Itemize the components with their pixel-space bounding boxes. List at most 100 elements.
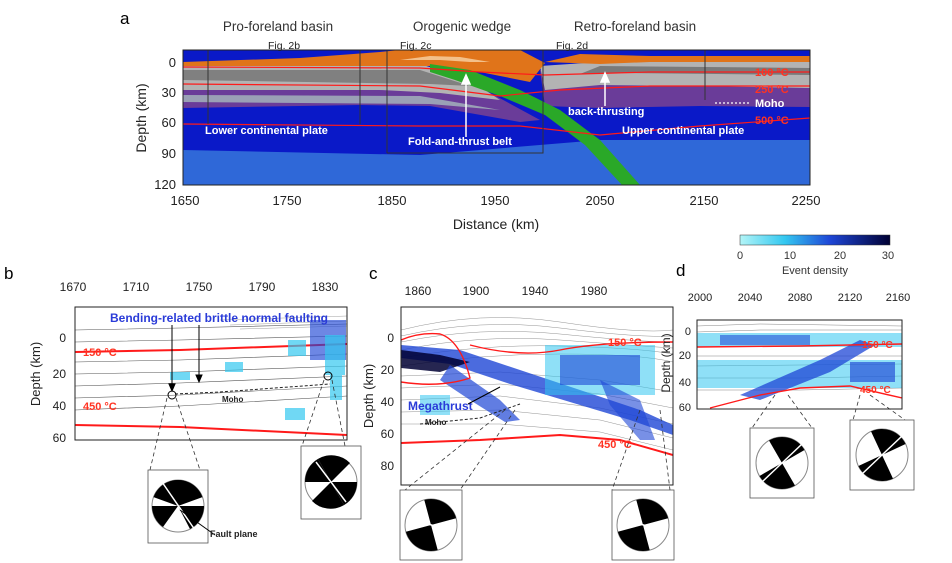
temp-150-d: 150 °C — [862, 340, 893, 351]
deep-mantle — [183, 140, 810, 185]
panel-d-letter: d — [676, 261, 685, 280]
x-tick: 1860 — [405, 284, 432, 298]
wedge-detail — [400, 56, 490, 62]
isotherms-a — [183, 66, 810, 136]
isotherm-450-b — [75, 424, 347, 436]
beachball-d1 — [749, 427, 815, 499]
back-thrust-label: back-thrusting — [568, 106, 644, 118]
x-ticks-a: 1650 1750 1850 1950 2050 2150 2250 — [171, 193, 821, 208]
title-b: Bending-related brittle normal faulting — [110, 311, 328, 325]
beachball-d2 — [849, 419, 915, 491]
zoom-lines-b — [149, 379, 346, 471]
ylabel-a: Depth (km) — [133, 83, 149, 152]
moho-line-c — [419, 403, 521, 425]
colorbar-gradient — [739, 234, 891, 246]
y-tick: 0 — [387, 331, 394, 345]
colorbar-tick: 0 — [737, 250, 743, 262]
x-tick: 1710 — [123, 280, 150, 294]
colorbar-title: Event density — [782, 265, 849, 277]
slab — [430, 64, 640, 185]
heading-pro-foreland: Pro-foreland basin — [223, 19, 333, 34]
y-tick: 0 — [685, 326, 691, 338]
x-ticks-c: 1860 1900 1940 1980 — [405, 284, 608, 298]
fig-boxes — [207, 50, 706, 154]
crust-band-2 — [183, 95, 500, 110]
ylabel-d: Depth (km) — [659, 333, 673, 392]
events-b — [167, 320, 346, 420]
panel-b-letter: b — [4, 264, 13, 283]
y-tick: 80 — [381, 459, 395, 473]
zoom-lines-d — [751, 394, 906, 429]
fold-thrust-label: Fold-and-thrust belt — [408, 136, 512, 148]
temp-450-d: 450 °C — [860, 385, 891, 396]
moho-line-b — [174, 383, 331, 395]
crust-band — [183, 70, 470, 86]
x-tick: 2160 — [886, 292, 910, 304]
retro-basin-sediment — [545, 54, 810, 64]
isotherm-450-d — [709, 385, 902, 409]
y-tick: 0 — [59, 331, 66, 345]
y-tick: 40 — [679, 377, 691, 389]
temp-100: 100 °C — [755, 67, 789, 79]
beachball-b2 — [300, 445, 362, 520]
zoom-lines-c — [404, 409, 671, 491]
arrows-a — [460, 71, 611, 137]
panel-a-letter: a — [120, 9, 130, 28]
events-d — [697, 333, 902, 400]
x-tick: 1790 — [249, 280, 276, 294]
y-tick: 40 — [381, 395, 395, 409]
section-c — [401, 307, 673, 485]
arrows-b — [168, 325, 203, 393]
y-ticks-a: 0 30 60 90 120 — [154, 55, 176, 192]
moho-label-b: Moho — [222, 395, 243, 404]
panel-a: a Pro-foreland basin Orogenic wedge Retr… — [120, 9, 820, 232]
frame-c — [400, 306, 674, 486]
temp-250: 250 °C — [755, 84, 789, 96]
panel-b: b 1670 1710 1750 1790 1830 — [4, 264, 362, 544]
x-ticks-b: 1670 1710 1750 1790 1830 — [60, 280, 339, 294]
y-tick: 0 — [169, 55, 176, 70]
temp-450-c: 450 °C — [598, 439, 632, 451]
x-tick: 1900 — [463, 284, 490, 298]
x-tick: 2000 — [688, 292, 712, 304]
temp-500: 500 °C — [755, 115, 789, 127]
megathrust-pointer — [467, 386, 501, 405]
colorbar: 0 10 20 30 Event density — [737, 234, 894, 277]
x-tick: 1950 — [481, 193, 510, 208]
y-tick: 20 — [53, 367, 67, 381]
isotherm-150-d — [697, 343, 902, 348]
y-tick: 20 — [381, 363, 395, 377]
x-tick: 1650 — [171, 193, 200, 208]
x-ticks-d: 2000 2040 2080 2120 2160 — [688, 292, 910, 304]
x-tick: 2050 — [586, 193, 615, 208]
x-tick: 2040 — [738, 292, 762, 304]
panel-d: d 2000 2040 2080 2120 2160 — [659, 261, 915, 499]
panel-c-letter: c — [369, 264, 378, 283]
x-tick: 2080 — [788, 292, 812, 304]
fig-ref-2b: Fig. 2b — [268, 40, 300, 52]
y-tick: 30 — [162, 85, 176, 100]
moho-label-c: Moho — [425, 418, 446, 427]
y-tick: 60 — [162, 115, 176, 130]
isotherm-150-c — [469, 341, 673, 354]
y-tick: 120 — [154, 177, 176, 192]
beachball-b1 — [147, 469, 216, 544]
xlabel-a: Distance (km) — [453, 216, 539, 232]
section-d — [697, 320, 902, 409]
panel-c: c 1860 1900 1940 1980 — [361, 264, 675, 561]
heading-retro-foreland: Retro-foreland basin — [574, 19, 696, 34]
colorbar-tick: 10 — [784, 250, 796, 262]
x-tick: 1750 — [186, 280, 213, 294]
beachball-c1 — [399, 489, 463, 561]
x-tick: 2150 — [690, 193, 719, 208]
y-ticks-d: 0 20 40 60 — [679, 326, 691, 414]
y-ticks-b: 0 20 40 60 — [53, 331, 67, 445]
y-tick: 60 — [381, 427, 395, 441]
contours-b — [75, 323, 347, 411]
lower-plate-label: Lower continental plate — [205, 125, 328, 137]
ylabel-c: Depth (km) — [361, 364, 376, 428]
isotherm-150-c-loop — [401, 332, 471, 385]
frame-b — [74, 306, 348, 441]
temp-150-b: 150 °C — [83, 347, 117, 359]
x-tick: 2250 — [792, 193, 821, 208]
